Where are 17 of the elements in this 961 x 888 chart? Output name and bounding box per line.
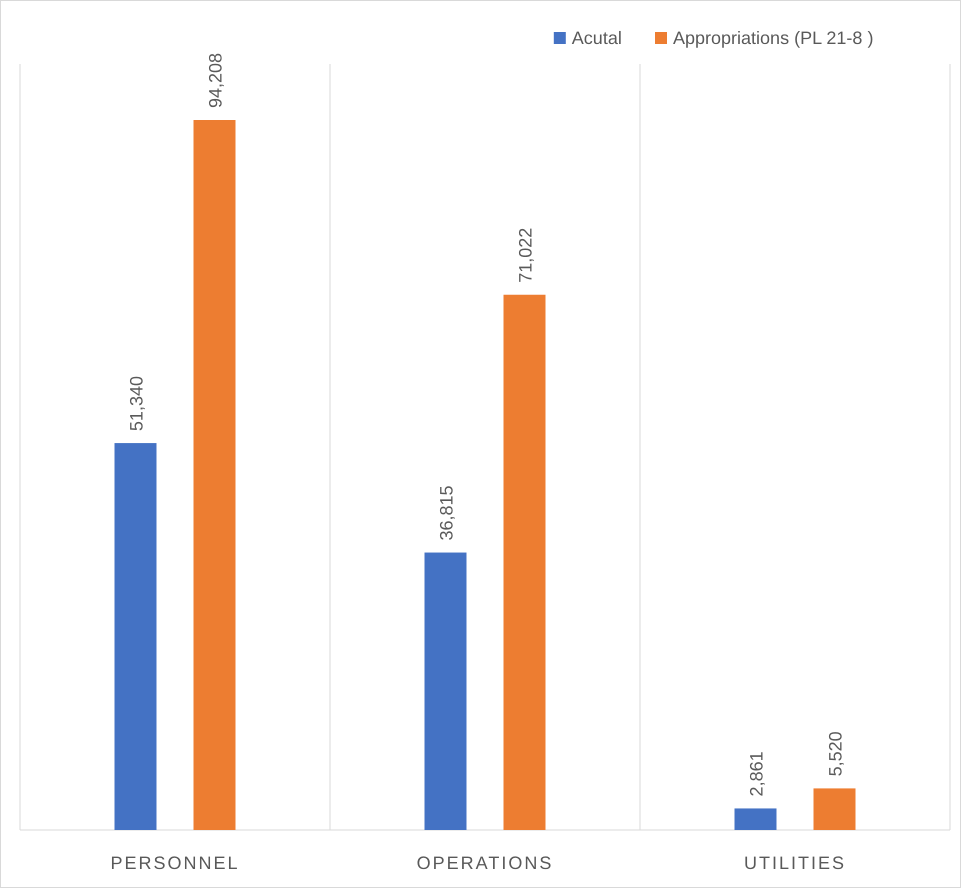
bar	[114, 443, 156, 830]
data-label: 94,208	[206, 52, 226, 108]
legend-label: Acutal	[572, 28, 622, 48]
bar	[734, 808, 776, 830]
x-tick-label: UTILITIES	[744, 853, 846, 873]
legend-label: Appropriations (PL 21-8 )	[673, 28, 874, 48]
bar	[194, 120, 236, 830]
data-label: 5,520	[826, 731, 846, 776]
data-label: 36,815	[436, 485, 456, 541]
bar	[424, 552, 466, 830]
x-tick-label: PERSONNEL	[110, 853, 240, 873]
data-label: 2,861	[746, 751, 766, 796]
x-tick-label: OPERATIONS	[416, 853, 554, 873]
data-label: 51,340	[126, 376, 146, 432]
data-label: 71,022	[516, 228, 536, 283]
bar	[504, 294, 546, 830]
bar	[814, 788, 856, 830]
